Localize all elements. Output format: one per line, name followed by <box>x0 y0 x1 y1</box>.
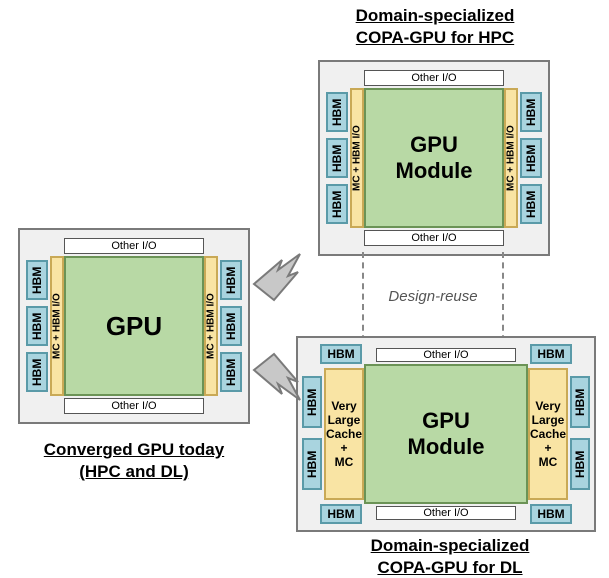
very-large-cache: Very Large Cache + MC <box>528 368 568 500</box>
io-bar: Other I/O <box>364 70 504 86</box>
bot-package: HBM HBM HBM HBM HBM HBM HBM HBM Very Lar… <box>296 336 596 532</box>
hbm-block: HBM <box>530 504 572 524</box>
hbm-block: HBM <box>326 92 348 132</box>
hbm-block: HBM <box>570 438 590 490</box>
hbm-block: HBM <box>320 344 362 364</box>
title-top-right-1: Domain-specialized <box>320 6 550 26</box>
gpu-module-hpc: GPU Module <box>364 88 504 228</box>
title-top-right-2: COPA-GPU for HPC <box>320 28 550 48</box>
gpu-module-dl: GPU Module <box>364 364 528 504</box>
hbm-block: HBM <box>520 92 542 132</box>
title-left-2: (HPC and DL) <box>18 462 250 482</box>
gpu-chip: GPU <box>64 256 204 396</box>
hbm-block: HBM <box>520 138 542 178</box>
very-large-cache: Very Large Cache + MC <box>324 368 364 500</box>
mc-bar: MC + HBM I/O <box>204 256 218 396</box>
hbm-block: HBM <box>220 260 242 300</box>
mc-bar: MC + HBM I/O <box>50 256 64 396</box>
io-bar: Other I/O <box>376 348 516 362</box>
hbm-block: HBM <box>530 344 572 364</box>
mc-bar: MC + HBM I/O <box>504 88 518 228</box>
design-reuse-label: Design-reuse <box>358 288 508 305</box>
hbm-block: HBM <box>570 376 590 428</box>
hbm-block: HBM <box>326 138 348 178</box>
io-bar: Other I/O <box>376 506 516 520</box>
hbm-block: HBM <box>320 504 362 524</box>
hbm-block: HBM <box>26 260 48 300</box>
io-bar: Other I/O <box>64 238 204 254</box>
io-bar: Other I/O <box>364 230 504 246</box>
top-package: HBM HBM HBM HBM HBM HBM Other I/O Other … <box>318 60 550 256</box>
left-package: HBM HBM HBM HBM HBM HBM Other I/O Other … <box>18 228 250 424</box>
io-bar: Other I/O <box>64 398 204 414</box>
hbm-block: HBM <box>302 438 322 490</box>
hbm-block: HBM <box>220 306 242 346</box>
hbm-block: HBM <box>220 352 242 392</box>
arrows-svg <box>248 240 318 420</box>
hbm-block: HBM <box>520 184 542 224</box>
mc-bar: MC + HBM I/O <box>350 88 364 228</box>
hbm-block: HBM <box>26 352 48 392</box>
hbm-block: HBM <box>26 306 48 346</box>
title-bot-right-1: Domain-specialized <box>330 536 570 556</box>
title-left-1: Converged GPU today <box>18 440 250 460</box>
title-bot-right-2: COPA-GPU for DL <box>330 558 570 578</box>
hbm-block: HBM <box>326 184 348 224</box>
